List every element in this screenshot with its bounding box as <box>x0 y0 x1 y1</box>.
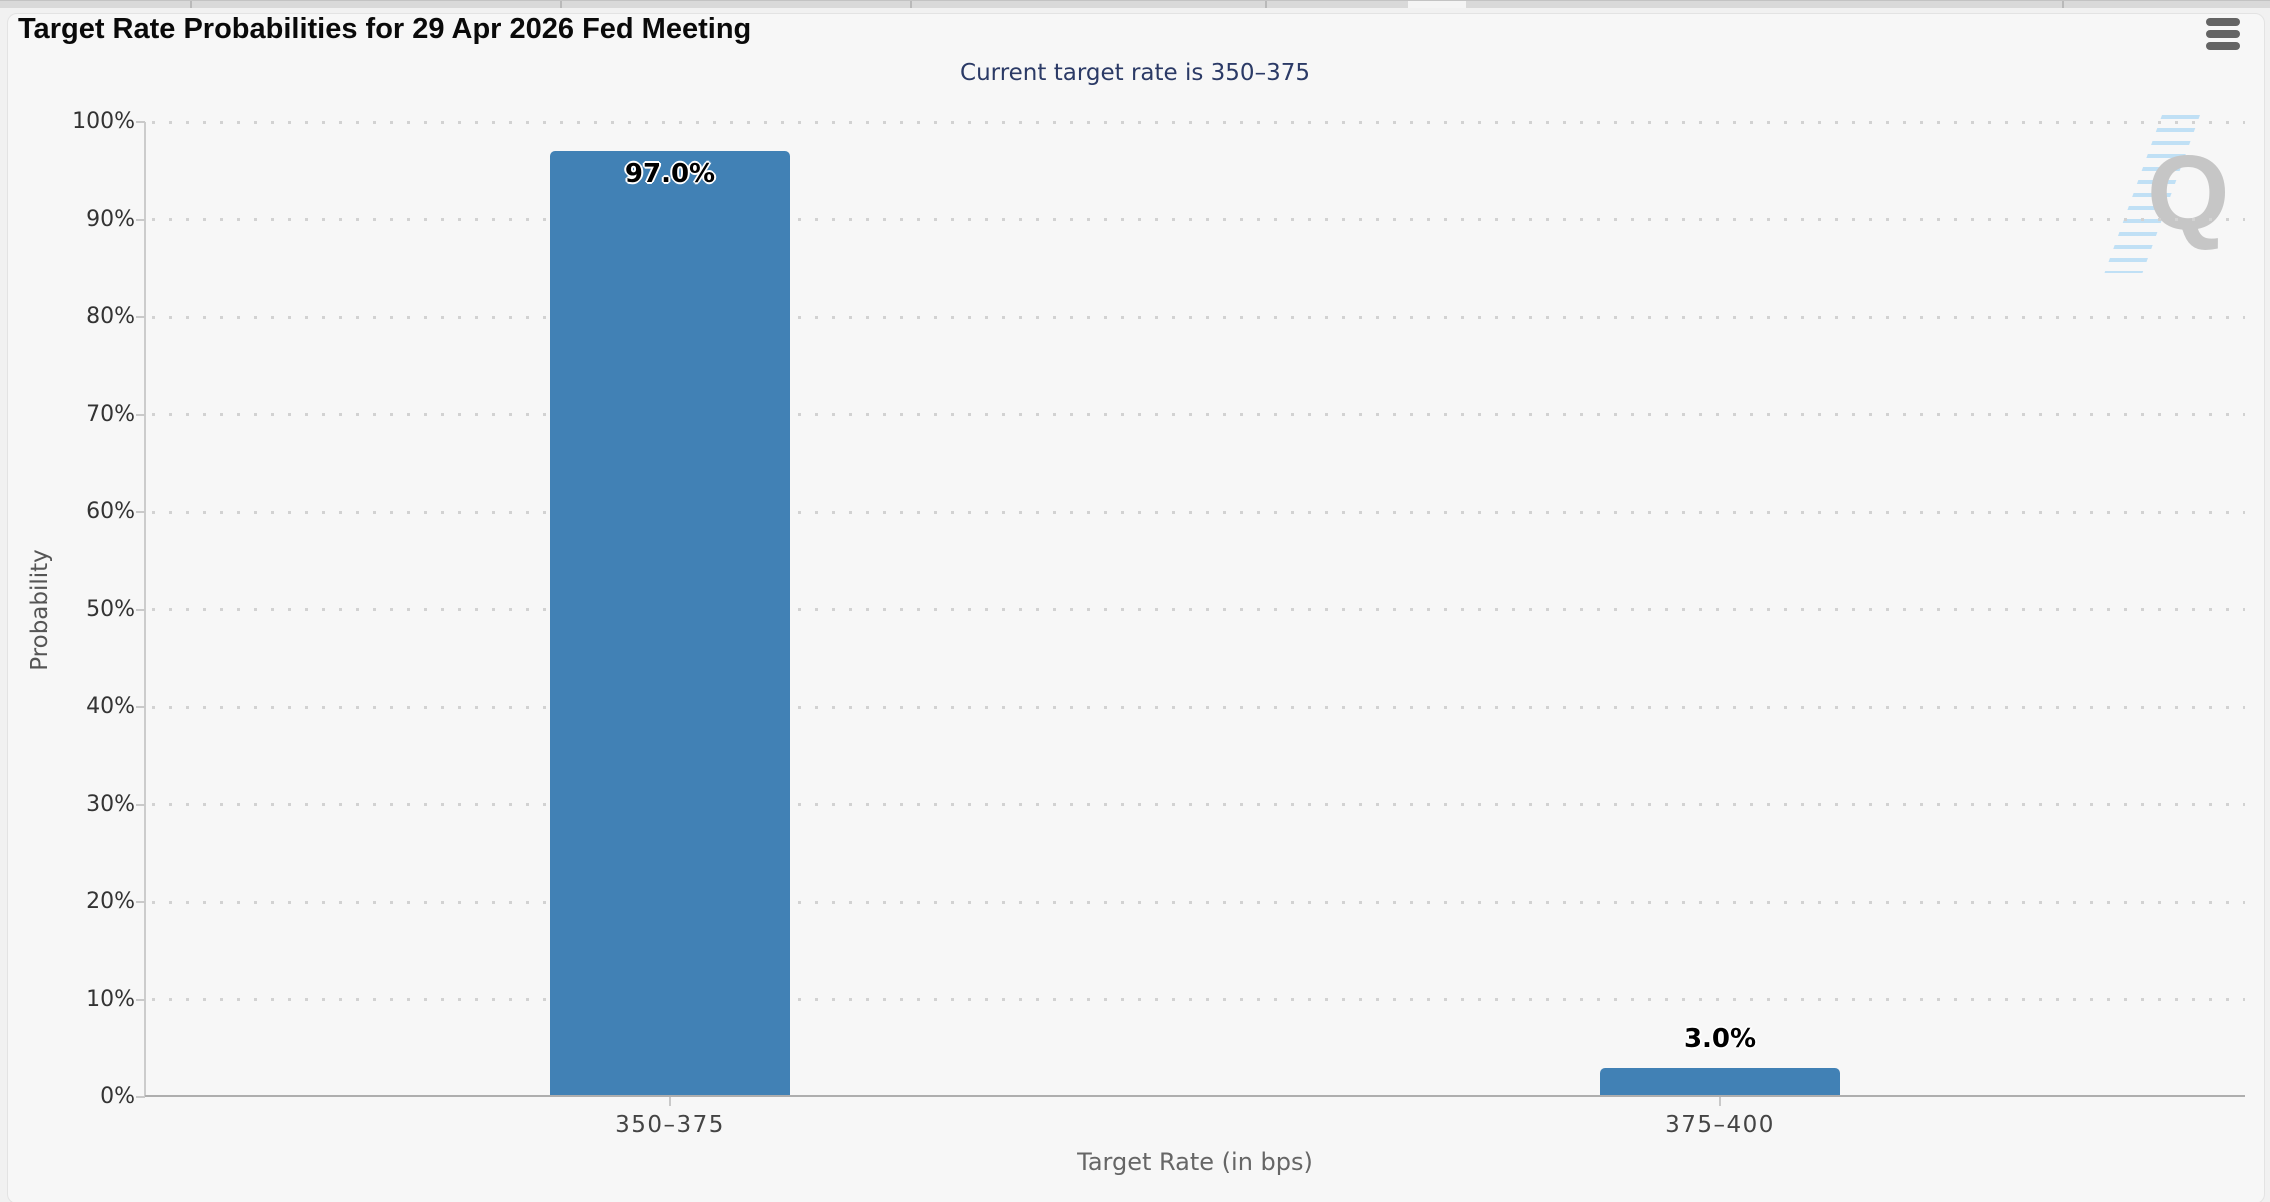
gridline-dotted <box>152 705 2245 709</box>
y-axis-tick <box>136 413 145 416</box>
bar-value-label: 97.0% <box>624 159 716 190</box>
active-tab-notch <box>1408 1 1466 8</box>
gridline-dotted <box>152 900 2245 904</box>
hamburger-bar <box>2206 42 2240 50</box>
chart-title: Target Rate Probabilities for 29 Apr 202… <box>18 13 752 45</box>
hamburger-menu-icon[interactable] <box>2206 18 2246 58</box>
tab-separator <box>560 1 562 8</box>
x-axis-tick <box>1719 1097 1721 1106</box>
y-axis-label: 60% <box>86 499 135 524</box>
x-axis-title: Target Rate (in bps) <box>1077 1148 1313 1176</box>
y-axis-label: 50% <box>86 596 135 622</box>
bar-value-label: 3.0% <box>1683 1023 1757 1054</box>
quikstrike-watermark-icon: Q <box>2147 134 2230 252</box>
y-axis-label: 40% <box>86 694 135 719</box>
y-axis-tick <box>136 511 145 513</box>
x-axis-tick <box>669 1097 671 1106</box>
hamburger-bar <box>2206 30 2240 38</box>
gridline-dotted <box>152 608 2245 611</box>
y-axis-tick <box>136 803 145 806</box>
hamburger-bar <box>2206 18 2240 26</box>
y-axis-tick <box>136 218 145 221</box>
y-axis-tick <box>136 901 145 903</box>
y-axis-label: 10% <box>86 986 135 1012</box>
y-axis-label: 70% <box>86 401 135 427</box>
y-axis-label: 20% <box>86 889 135 914</box>
y-axis-label: 80% <box>86 304 135 329</box>
y-axis-line <box>144 122 146 1097</box>
tab-separator <box>910 1 912 8</box>
tab-separator <box>2062 1 2064 8</box>
bar-350–375[interactable] <box>550 151 790 1097</box>
y-axis-tick <box>136 706 145 708</box>
x-axis-baseline <box>145 1095 2245 1097</box>
gridline-dotted <box>152 120 2245 124</box>
y-axis-tick <box>136 121 145 123</box>
chart-subtitle: Current target rate is 350–375 <box>960 60 1310 86</box>
y-axis-tick <box>136 316 145 318</box>
tab-separator <box>190 1 192 8</box>
gridline-dotted <box>152 998 2245 1001</box>
bar-375–400[interactable] <box>1600 1067 1840 1097</box>
gridline-dotted <box>152 413 2245 416</box>
gridline-dotted <box>152 803 2245 806</box>
y-axis-label: 90% <box>86 206 135 232</box>
y-axis-label: 30% <box>86 791 135 817</box>
y-axis-tick <box>136 608 145 611</box>
gridline-dotted <box>152 315 2245 319</box>
x-axis-category-label: 350–375 <box>615 1112 725 1138</box>
y-axis-label: 100% <box>72 109 135 134</box>
tab-separator <box>1265 1 1267 8</box>
tab-bar-edge <box>0 0 2270 8</box>
chart-panel <box>7 13 2265 1202</box>
y-axis-title: Probability <box>27 549 53 671</box>
gridline-dotted <box>152 218 2245 221</box>
x-axis-category-label: 375–400 <box>1665 1112 1775 1138</box>
gridline-dotted <box>152 510 2245 514</box>
y-axis-tick <box>136 998 145 1001</box>
y-axis-label: 0% <box>100 1084 135 1109</box>
y-axis-tick <box>136 1096 145 1098</box>
